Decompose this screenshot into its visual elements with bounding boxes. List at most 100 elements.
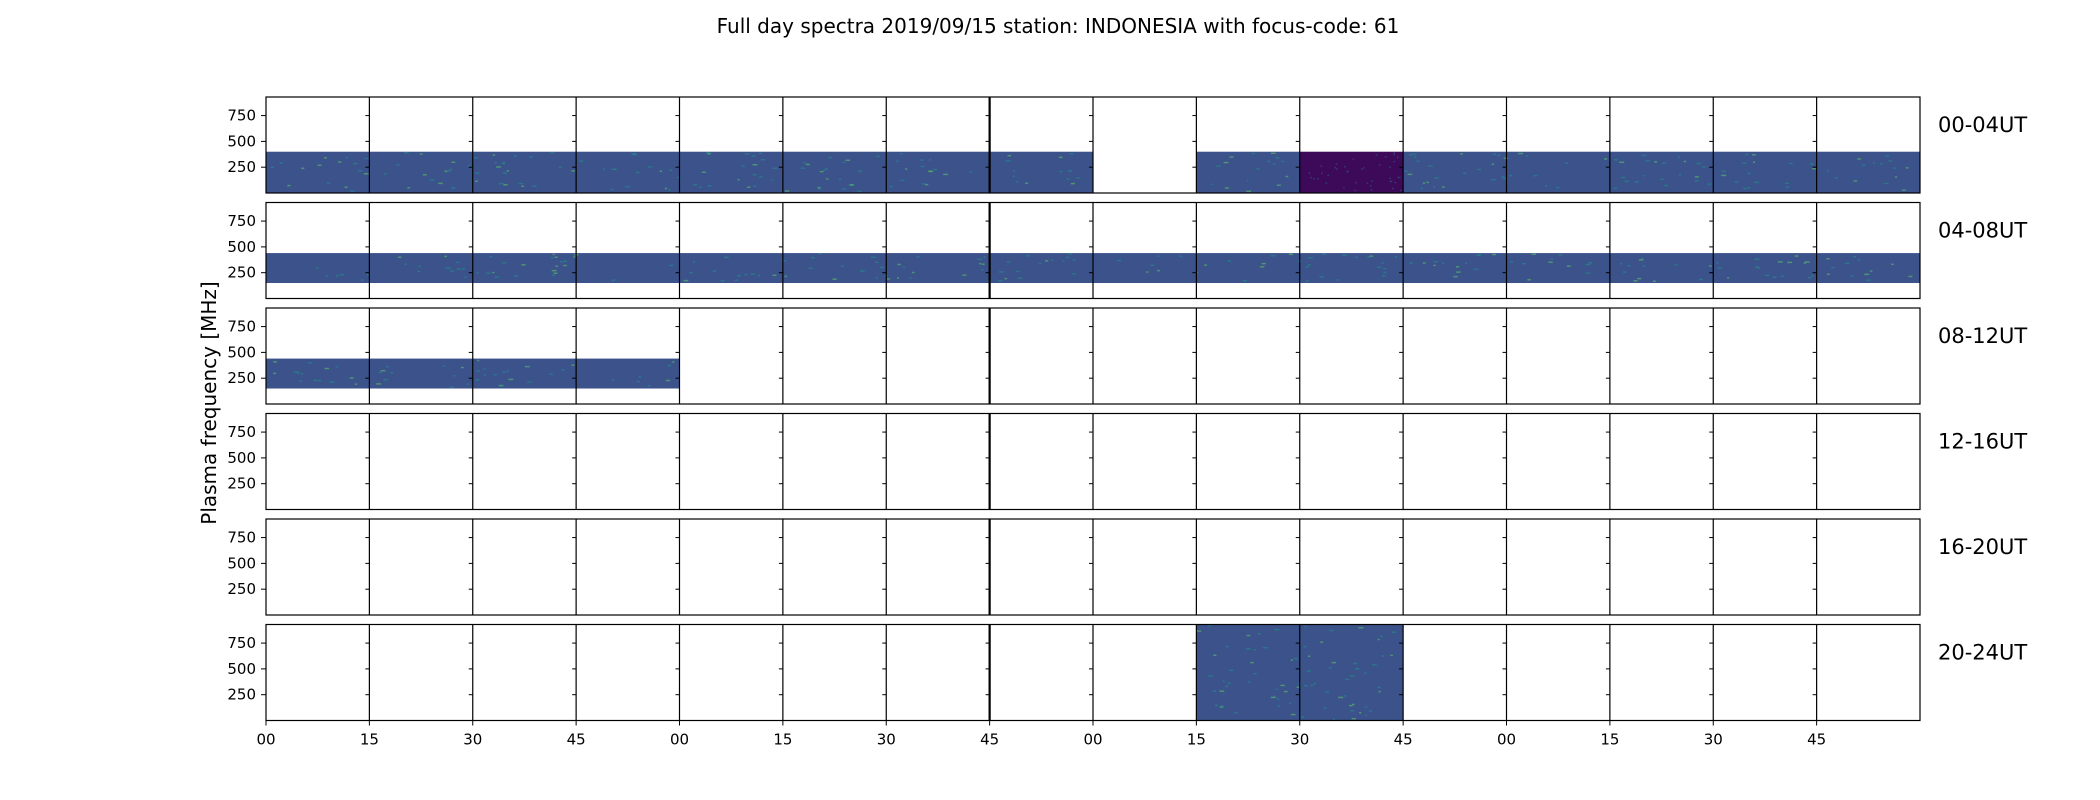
y-tick-label: 500 xyxy=(227,238,256,256)
spectrum-speckle xyxy=(486,272,491,275)
spectrum-speckle xyxy=(909,277,912,279)
spectrum-speckle xyxy=(449,386,455,388)
x-tick-label: 00 xyxy=(1083,731,1102,749)
spectrum-speckle xyxy=(1501,176,1505,178)
spectrum-speckle xyxy=(772,274,777,277)
spectrum-speckle xyxy=(1317,177,1319,180)
spectrum-speckle xyxy=(1025,255,1030,257)
y-tick-label: 750 xyxy=(227,212,256,230)
spectrum-speckle xyxy=(859,270,865,272)
spectrum-row: 250 500 750 16-20UT xyxy=(227,518,2027,616)
spectrum-speckle xyxy=(483,368,486,370)
spectrum-speckle xyxy=(1038,262,1042,265)
spectrum-speckle xyxy=(1334,166,1336,169)
spectrum-speckle xyxy=(376,383,382,385)
spectrum-speckle xyxy=(1343,186,1345,189)
spectrum-texture xyxy=(1403,151,1920,193)
spectrum-speckle xyxy=(782,259,787,262)
spectrum-speckle xyxy=(474,180,478,182)
spectrum-speckle xyxy=(823,169,827,171)
spectrum-row: 250 500 750 08-12UT xyxy=(227,307,2027,405)
spectrum-speckle xyxy=(896,277,900,279)
spectrum-speckle xyxy=(357,170,362,172)
spectrum-speckle xyxy=(1558,254,1563,256)
spectrum-speckle xyxy=(611,168,616,171)
spectrum-speckle xyxy=(920,165,925,168)
spectrum-speckle xyxy=(506,370,510,372)
spectrum-speckle xyxy=(1455,266,1460,268)
spectrum-speckle xyxy=(1251,152,1255,155)
spectrum-speckle xyxy=(817,186,821,189)
spectrum-speckle xyxy=(876,155,880,158)
spectrum-speckle xyxy=(1853,255,1857,258)
spectrum-speckle xyxy=(452,374,456,377)
spectrum-speckle xyxy=(1588,261,1593,264)
spectrum-speckle xyxy=(1905,167,1909,169)
spectrum-speckle xyxy=(1780,275,1785,278)
spectrum-speckle xyxy=(416,270,421,273)
spectrum-speckle xyxy=(1378,164,1381,166)
spectrum-speckle xyxy=(669,169,673,171)
spectrum-speckle xyxy=(638,376,641,378)
spectrum-speckle xyxy=(501,162,506,165)
spectrum-speckle xyxy=(1359,712,1362,714)
spectrum-speckle xyxy=(1509,174,1513,177)
spectrum-speckle xyxy=(1354,182,1357,184)
spectrum-speckle xyxy=(832,278,837,280)
spectrum-speckle xyxy=(1062,260,1065,262)
spectrum-speckle xyxy=(506,170,510,172)
spectrum-speckle xyxy=(672,361,675,363)
spectrum-speckle xyxy=(845,159,851,162)
spectrum-speckle xyxy=(692,261,696,263)
spectrum-speckle xyxy=(450,270,455,272)
spectrum-speckle xyxy=(1620,176,1626,179)
spectrum-speckle xyxy=(983,256,986,258)
spectrum-speckle xyxy=(1303,645,1307,648)
row-time-label: 12-16UT xyxy=(1938,430,2027,454)
spectrum-speckle xyxy=(1310,684,1314,686)
spectrum-speckle xyxy=(744,153,750,155)
spectrum-speckle xyxy=(1394,181,1397,184)
spectrum-speckle xyxy=(561,369,565,371)
spectrum-speckle xyxy=(1361,168,1363,170)
spectrum-speckle xyxy=(1261,262,1267,265)
spectrum-speckle xyxy=(1214,704,1219,707)
x-tick-label: 30 xyxy=(877,731,896,749)
spectrum-speckle xyxy=(475,172,480,174)
spectrum-speckle xyxy=(1407,173,1413,176)
x-tick-label: 15 xyxy=(360,731,379,749)
spectrum-speckle xyxy=(1420,187,1423,190)
spectrum-speckle xyxy=(571,364,575,366)
spectrum-speckle xyxy=(1067,170,1072,172)
spectrum-speckle xyxy=(1879,162,1883,165)
spectrum-speckle xyxy=(1349,704,1353,707)
spectrum-speckle xyxy=(632,153,638,156)
spectrum-speckle xyxy=(1510,261,1514,263)
spectrum-speckle xyxy=(1478,253,1482,256)
spectrum-speckle xyxy=(1216,165,1221,167)
spectrum-speckle xyxy=(1643,174,1646,177)
spectrum-speckle xyxy=(1067,253,1073,255)
row-time-label: 00-04UT xyxy=(1938,113,2027,137)
spectrum-speckle xyxy=(885,278,891,280)
spectrum-speckle xyxy=(1901,189,1906,191)
spectrum-speckle xyxy=(1384,156,1387,158)
spectrum-speckle xyxy=(1864,273,1870,276)
spectrum-speckle xyxy=(294,371,299,373)
spectrum-speckle xyxy=(496,166,501,168)
spectrum-speckle xyxy=(902,266,906,269)
spectrum-speckle xyxy=(1853,180,1858,182)
spectrum-speckle xyxy=(647,166,652,168)
spectrum-speckle xyxy=(1208,624,1211,627)
spectrum-speckle xyxy=(1211,183,1214,186)
spectrum-speckle xyxy=(1652,280,1656,283)
spectrum-speckle xyxy=(1280,684,1285,687)
spectrum-speckle xyxy=(418,265,422,267)
spectrum-speckle xyxy=(1307,263,1311,266)
spectrum-speckle xyxy=(513,275,519,277)
spectrum-speckle xyxy=(668,189,671,191)
spectrum-speckle xyxy=(1416,160,1420,162)
spectrum-speckle xyxy=(741,165,745,167)
spectrum-speckle xyxy=(350,190,355,192)
spectrum-speckle xyxy=(326,182,331,184)
